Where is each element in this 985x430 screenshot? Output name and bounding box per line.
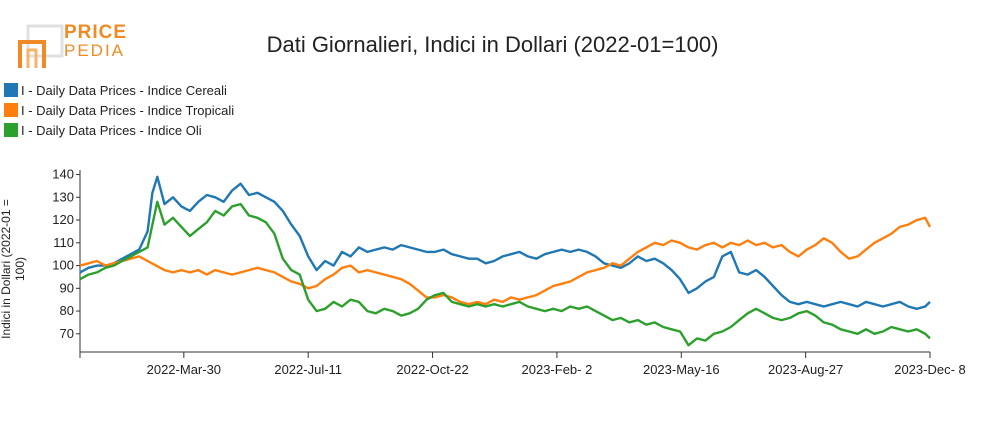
legend-swatch-oli xyxy=(4,123,18,137)
legend-label-tropicali: I - Daily Data Prices - Indice Tropicali xyxy=(21,102,235,118)
series-line-cereali[interactable] xyxy=(79,175,931,310)
legend-item-tropicali[interactable]: I - Daily Data Prices - Indice Tropicali xyxy=(4,100,234,120)
x-tick-label: 2023-Feb- 2 xyxy=(522,362,593,377)
x-tick-label: 2022-Jul-11 xyxy=(274,362,342,377)
pricepedia-logo: PRICE PEDIA xyxy=(14,22,128,70)
logo-mark-icon xyxy=(18,24,64,68)
legend-label-oli: I - Daily Data Prices - Indice Oli xyxy=(21,122,202,138)
y-tick-label: 110 xyxy=(53,235,74,250)
x-tick-label: 2023-Aug-27 xyxy=(768,362,843,377)
x-tick-label: 2022-Oct-22 xyxy=(396,362,468,377)
y-tick-label: 70 xyxy=(60,326,74,341)
y-tick-label: 130 xyxy=(52,189,74,204)
series-layer xyxy=(79,175,932,347)
legend-item-cereali[interactable]: I - Daily Data Prices - Indice Cereali xyxy=(4,80,234,100)
chart-title: Dati Giornalieri, Indici in Dollari (202… xyxy=(266,32,719,57)
chart-legend: I - Daily Data Prices - Indice Cereali I… xyxy=(4,80,234,140)
legend-item-oli[interactable]: I - Daily Data Prices - Indice Oli xyxy=(4,120,234,140)
y-tick-label: 120 xyxy=(52,212,74,227)
series-line-oli[interactable] xyxy=(79,200,931,347)
x-tick-label: 2023-Dec- 8 xyxy=(894,362,966,377)
y-tick-label: 100 xyxy=(52,258,74,273)
y-tick-label: 90 xyxy=(60,280,74,295)
series-line-tropicali[interactable] xyxy=(79,216,932,306)
legend-swatch-tropicali xyxy=(4,103,18,117)
y-axis: 70 80 90 100 110 120 130 140 xyxy=(52,167,81,352)
legend-label-cereali: I - Daily Data Prices - Indice Cereali xyxy=(21,82,227,98)
x-tick-label: 2023-May-16 xyxy=(643,362,720,377)
x-axis: 2022-Mar-30 2022-Jul-11 2022-Oct-22 2023-Fe… xyxy=(79,351,966,377)
logo-text-pedia: PEDIA xyxy=(64,41,126,60)
y-tick-label: 140 xyxy=(52,167,74,182)
legend-swatch-cereali xyxy=(4,83,18,97)
y-tick-label: 80 xyxy=(60,303,74,318)
x-tick-label: 2022-Mar-30 xyxy=(147,362,221,377)
logo-text-price: PRICE xyxy=(64,22,128,43)
